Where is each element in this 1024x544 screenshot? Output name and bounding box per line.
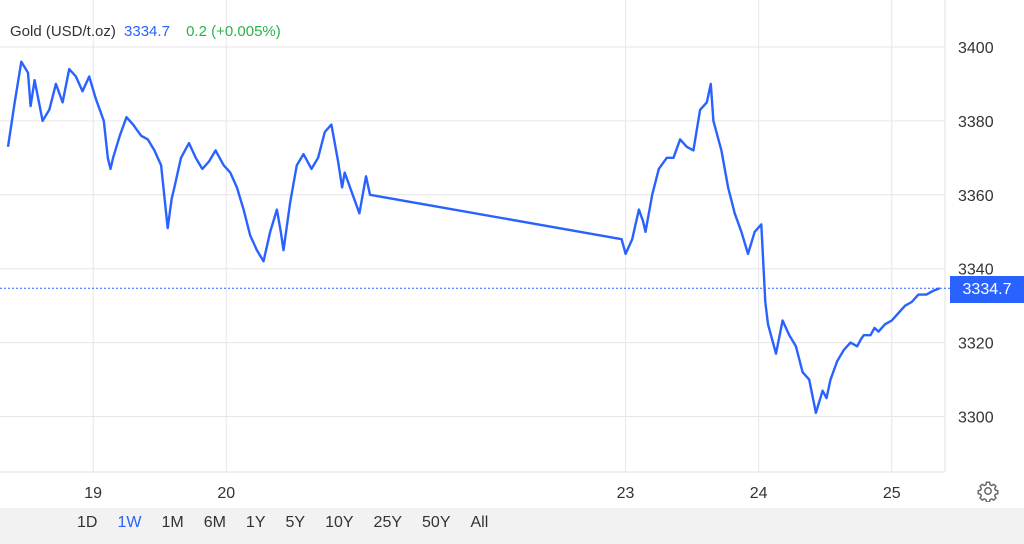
y-tick-label: 3320 [958,336,994,353]
range-10y[interactable]: 10Y [325,514,354,531]
x-tick-label: 23 [617,485,635,502]
range-all[interactable]: All [470,514,489,531]
price-chart[interactable]: 3400 3380 3360 3340 3320 3300 19 20 23 24 25 [0,0,1024,508]
current-price: 3334.7 [124,23,170,40]
range-50y[interactable]: 50Y [422,514,451,531]
y-axis-labels: 3400 3380 3360 3340 3320 3300 [958,40,994,427]
y-tick-label: 3300 [958,410,994,427]
chart-header: Gold (USD/t.oz) 3334.7 0.2 (+0.005%) [10,23,281,40]
range-1d[interactable]: 1D [77,514,98,531]
y-tick-label: 3400 [958,40,994,57]
chart-grid [0,0,946,473]
y-tick-label: 3360 [958,188,994,205]
price-change: 0.2 (+0.005%) [186,23,281,40]
price-series-line [6,60,941,415]
range-bar [0,508,1024,544]
range-1m[interactable]: 1M [161,514,184,531]
range-selector: 1D 1W 1M 6M 1Y 5Y 10Y 25Y 50Y All [77,514,508,532]
range-1w[interactable]: 1W [117,514,142,531]
y-tick-label: 3380 [958,114,994,131]
range-1y[interactable]: 1Y [245,514,266,531]
last-price-tag: 3334.7 [950,276,1024,303]
x-tick-label: 24 [750,485,768,502]
symbol-label: Gold (USD/t.oz) [10,23,116,40]
range-5y[interactable]: 5Y [285,514,306,531]
settings-gear-icon[interactable] [977,480,999,502]
y-tick-label: 3340 [958,262,994,279]
range-6m[interactable]: 6M [203,514,226,531]
x-tick-label: 20 [217,485,235,502]
x-axis-labels: 19 20 23 24 25 [84,485,900,502]
range-25y[interactable]: 25Y [373,514,403,531]
x-tick-label: 19 [84,485,102,502]
x-tick-label: 25 [883,485,901,502]
